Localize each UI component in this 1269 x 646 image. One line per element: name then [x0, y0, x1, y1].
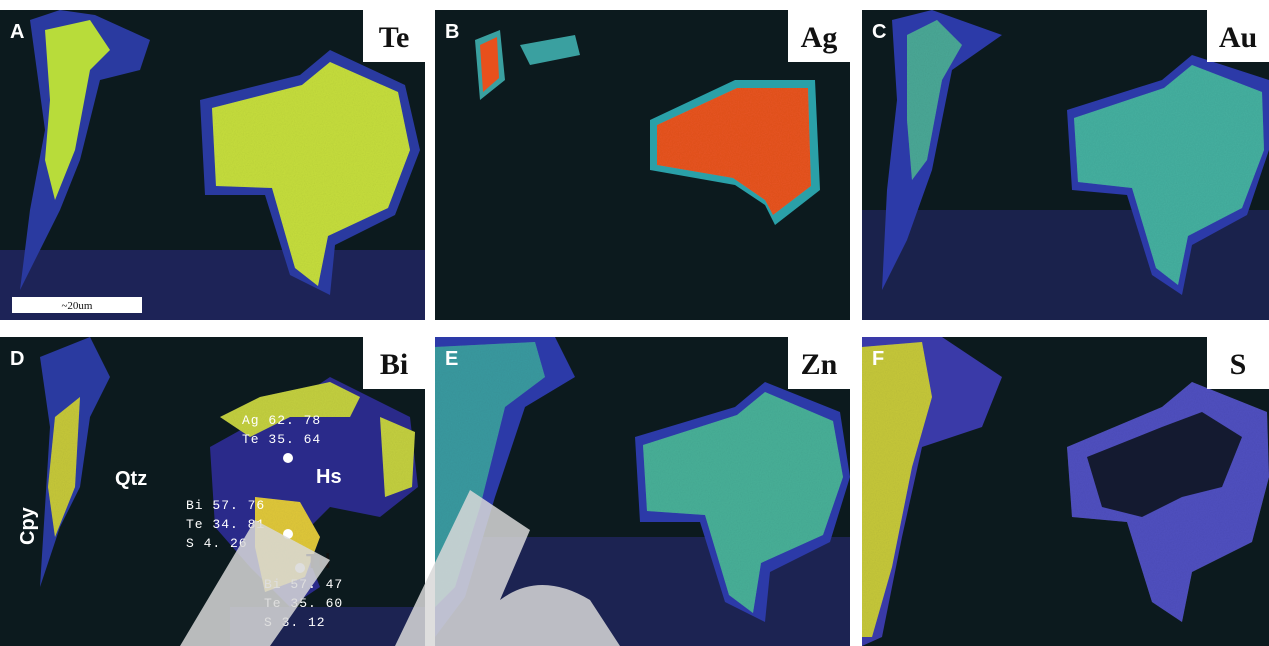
panel-letter: B [445, 21, 459, 43]
panel-letter: A [10, 21, 24, 43]
mineral-label: Qtz [115, 468, 147, 490]
element-label: Te [379, 21, 410, 54]
analysis: Ag 62. 78 [242, 413, 321, 428]
scale-bar-label: ~20um [61, 300, 92, 312]
panel-letter: D [10, 348, 24, 370]
analysis: Te 35. 64 [242, 432, 321, 447]
element-label: S [1230, 348, 1247, 381]
mineral-label: Cpy [17, 506, 39, 545]
panel-b [435, 10, 850, 320]
mineral-label: Hs [316, 466, 342, 488]
panel-letter: C [872, 21, 886, 43]
figure: ~20um Cpy Qtz Hs Td Ag 62. 78 Te 35. 64 … [0, 0, 1269, 646]
panel-letter: F [872, 348, 884, 370]
panel-letter: E [445, 348, 458, 370]
analysis: Bi 57. 76 [186, 498, 265, 513]
element-label: Au [1219, 21, 1257, 54]
panel-a: ~20um [0, 10, 425, 320]
element-label: Bi [380, 348, 408, 381]
element-label: Zn [801, 348, 838, 381]
element-label: Ag [801, 21, 838, 54]
